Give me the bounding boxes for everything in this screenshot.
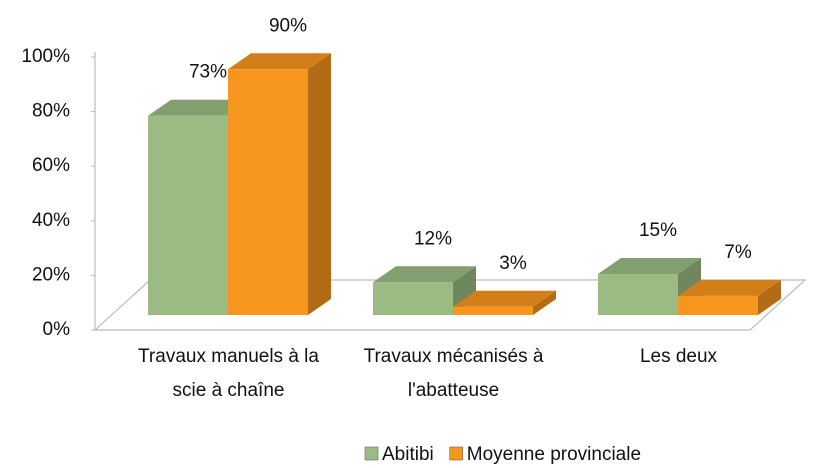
bar-top bbox=[148, 99, 251, 116]
data-label: 7% bbox=[724, 242, 752, 263]
y-tick-label: 60% bbox=[32, 155, 70, 176]
y-tick-label: 80% bbox=[32, 101, 70, 122]
bar-top-shade bbox=[453, 290, 556, 307]
x-tick-label: Les deux bbox=[639, 346, 718, 367]
legend-label: Abitibi bbox=[382, 444, 434, 465]
bar-front bbox=[678, 295, 758, 315]
bar-front bbox=[228, 69, 308, 315]
bar-front bbox=[453, 306, 533, 315]
bar-side-shade bbox=[758, 279, 781, 315]
bar-side bbox=[533, 290, 556, 315]
y-tick-label: 40% bbox=[32, 210, 70, 231]
legend-swatch bbox=[449, 446, 464, 461]
bar-top bbox=[678, 279, 781, 296]
bar-side bbox=[758, 279, 781, 315]
bar-top-shade bbox=[228, 53, 331, 70]
bar-side-shade bbox=[308, 53, 331, 316]
data-label: 3% bbox=[499, 253, 527, 274]
x-tick-label: Travaux manuels à la scie à chaîne bbox=[138, 346, 319, 401]
bar-front bbox=[148, 115, 228, 316]
y-tick-label: 0% bbox=[43, 319, 71, 340]
bar-top-shade bbox=[148, 99, 251, 116]
bar bbox=[678, 279, 781, 315]
legend-label: Moyenne provinciale bbox=[467, 444, 641, 465]
bar-side-shade bbox=[533, 290, 556, 315]
bar-front bbox=[598, 274, 678, 315]
data-label: 90% bbox=[269, 15, 307, 36]
bar bbox=[228, 53, 331, 316]
y-tick-label: 20% bbox=[32, 264, 70, 285]
bar-top-shade bbox=[598, 258, 701, 275]
bar-top bbox=[598, 258, 701, 275]
bar-top-shade bbox=[678, 279, 781, 296]
legend-swatch bbox=[364, 446, 379, 461]
data-label: 15% bbox=[639, 220, 677, 241]
bar-top bbox=[373, 266, 476, 283]
data-label: 12% bbox=[414, 228, 452, 249]
y-tick-label: 100% bbox=[21, 46, 70, 67]
bar-top bbox=[228, 53, 331, 70]
x-tick-label: Travaux mécanisés à l'abatteuse bbox=[363, 346, 544, 401]
bar-top-shade bbox=[373, 266, 476, 283]
bar-top bbox=[453, 290, 556, 307]
bar bbox=[453, 290, 556, 315]
bar-front bbox=[373, 282, 453, 315]
data-label: 73% bbox=[189, 62, 227, 83]
bar-side bbox=[308, 53, 331, 316]
